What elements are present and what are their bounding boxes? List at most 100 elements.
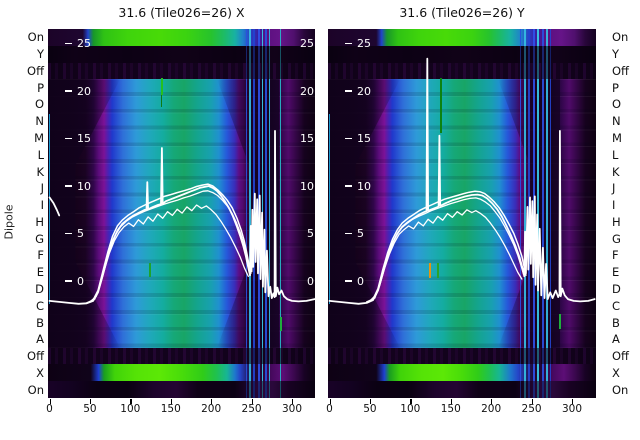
db-tick-label-left: 10: [345, 178, 371, 194]
dipole-label-right: H: [612, 214, 621, 229]
feature-mark: [160, 95, 162, 107]
db-tick-label-left: 0: [345, 273, 364, 289]
dipole-label-right: N: [612, 114, 621, 129]
db-tick-label-right: 20: [300, 84, 314, 98]
dipole-label-right: P: [612, 80, 619, 95]
dipole-label-right: I: [612, 198, 616, 213]
x-tick-label: 0: [326, 403, 333, 415]
x-tick-label: 0: [46, 403, 53, 415]
feature-mark: [440, 78, 442, 133]
rfi-stripe: [541, 29, 544, 398]
dipole-label-left: E: [36, 265, 44, 280]
heatmap-row-on-top: [48, 29, 315, 46]
dipole-label-left: F: [37, 248, 44, 263]
db-tick-label-left: 25: [65, 36, 91, 52]
rfi-stripe: [537, 29, 539, 398]
dipole-label-left: M: [34, 131, 44, 146]
spectrum-trace-overlay: [48, 130, 315, 305]
db-tick-dash: [65, 232, 72, 235]
rfi-stripe: [279, 29, 281, 398]
dipole-label-right: D: [612, 281, 621, 296]
rfi-stripe: [546, 29, 548, 398]
dipole-label-left: On: [27, 382, 44, 397]
db-tick-label-left: 5: [345, 226, 364, 242]
dipole-label-left: J: [40, 181, 44, 196]
spectrum-trace-upper: [365, 190, 527, 303]
panel-title-x: 31.6 (Tile026=26) X: [118, 5, 245, 20]
x-tick-mark: [329, 399, 331, 404]
dipole-label-left: X: [36, 365, 44, 380]
row-dim-overlay: [328, 347, 596, 365]
x-tick-label: 50: [363, 403, 377, 415]
dipole-label-left: K: [36, 164, 44, 179]
row-dim-overlay: [48, 45, 315, 80]
row-dim-overlay: [328, 381, 596, 398]
dipole-label-left: On: [27, 30, 44, 45]
dipole-label-right: M: [612, 131, 622, 146]
x-tick-label: 50: [83, 403, 97, 415]
db-tick-dash: [65, 280, 72, 282]
db-tick-dash: [345, 185, 352, 187]
db-tick-dash: [65, 185, 72, 187]
db-tick-dash: [65, 137, 72, 140]
x-tick-label: 100: [120, 403, 141, 415]
dipole-label-left: C: [35, 298, 44, 313]
db-tick-label-left: 25: [345, 36, 371, 52]
db-tick-label-left: 20: [65, 83, 91, 99]
feature-mark: [437, 263, 439, 278]
feature-mark: [279, 317, 282, 331]
x-tick-label: 200: [201, 403, 222, 415]
dipole-label-left: P: [37, 80, 44, 95]
db-tick-label-right: 10: [300, 179, 314, 193]
rfi-stripe: [249, 29, 251, 398]
x-tick-mark: [410, 399, 412, 404]
rfi-stripe: [523, 29, 526, 398]
feature-mark: [328, 114, 331, 304]
feature-mark: [149, 263, 151, 277]
dipole-label-right: Y: [612, 47, 620, 62]
dipole-label-left: Off: [27, 349, 44, 364]
dipole-label-left: O: [34, 97, 44, 112]
rfi-stripe: [519, 29, 521, 398]
panel-title-y: 31.6 (Tile026=26) Y: [399, 5, 525, 20]
x-tick-mark: [491, 399, 493, 404]
db-tick-dash: [345, 137, 352, 140]
dipole-label-right: O: [612, 97, 622, 112]
db-tick-label-left: 0: [65, 273, 84, 289]
dipole-label-right: J: [612, 181, 616, 196]
dipole-label-left: Off: [27, 63, 44, 78]
x-tick-label: 250: [241, 403, 262, 415]
dipole-label-left: G: [35, 231, 44, 246]
db-tick-dash: [345, 232, 352, 235]
db-tick-label-right: 25: [300, 37, 314, 50]
db-tick-label-left: 15: [65, 131, 91, 147]
spectrum-trace-edge-artifact: [48, 196, 61, 217]
x-tick-mark: [251, 399, 253, 404]
row-dim-overlay: [48, 347, 315, 365]
dipole-label-left: N: [35, 114, 44, 129]
dipole-label-right: A: [612, 332, 620, 347]
x-tick-label: 100: [400, 403, 421, 415]
rfi-stripe: [550, 29, 551, 398]
dipole-label-right: F: [612, 248, 619, 263]
x-tick-mark: [531, 399, 533, 404]
spectrum-trace-overlay: [328, 57, 596, 305]
spectrum-trace-main: [48, 130, 315, 305]
dipole-label-right: On: [612, 382, 629, 397]
db-tick-label-right: 15: [300, 132, 314, 145]
feature-mark: [559, 314, 561, 329]
spectrum-trace-mid: [369, 197, 525, 302]
x-tick-mark: [291, 399, 294, 404]
dipole-label-right: Off: [612, 349, 629, 364]
dipole-label-right: B: [612, 315, 620, 330]
feature-mark: [48, 114, 51, 304]
db-tick-label-left: 15: [345, 131, 371, 147]
x-tick-mark: [211, 399, 213, 404]
heatmap-rows-dipoles-a-p: [328, 79, 596, 348]
dipole-label-left: H: [35, 214, 44, 229]
x-tick-label: 150: [440, 403, 461, 415]
dipole-label-left: D: [35, 281, 44, 296]
heatmap-row-x: [48, 364, 315, 382]
db-tick-label-left: 5: [65, 226, 84, 242]
spectrum-trace-lower-rippled: [374, 209, 523, 299]
